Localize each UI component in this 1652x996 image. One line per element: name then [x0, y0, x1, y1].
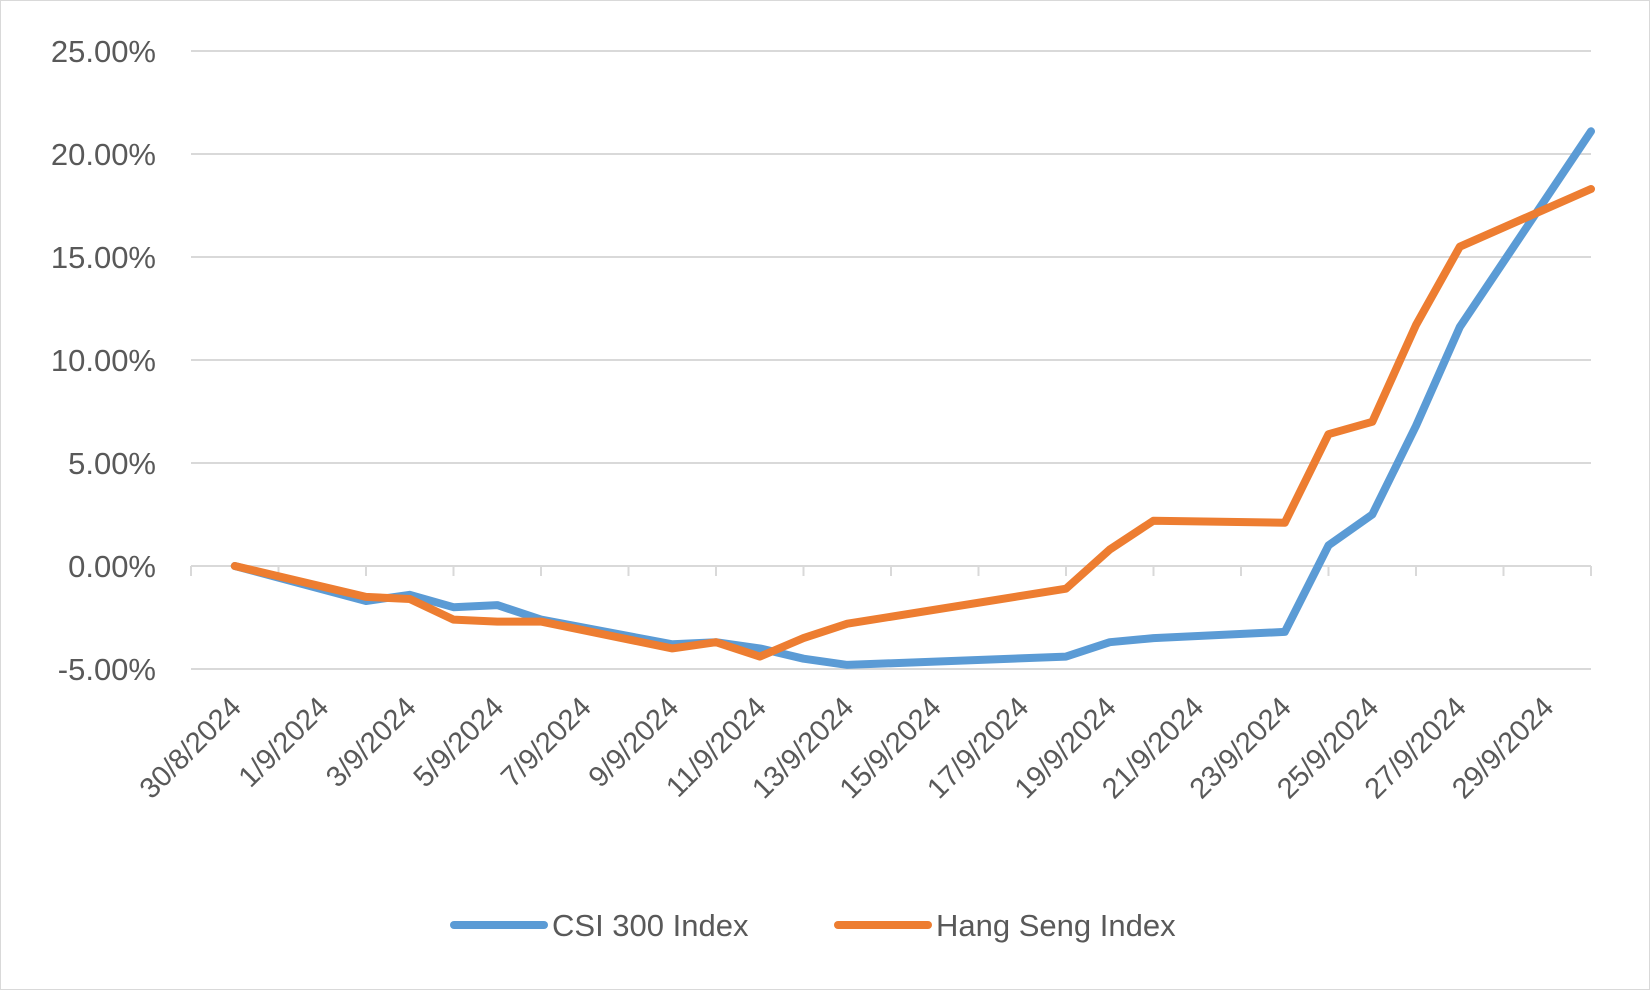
x-tick-label: 1/9/2024: [233, 691, 335, 793]
series-line-hang-seng: [230, 185, 1595, 661]
gridlines: [191, 50, 1591, 670]
x-axis: [190, 565, 1592, 576]
legend: CSI 300 Index Hang Seng Index: [450, 908, 1176, 943]
x-tick-label: 30/8/2024: [134, 691, 248, 805]
y-tick-label: 15.00%: [51, 240, 156, 275]
y-tick-label: 0.00%: [68, 549, 156, 584]
series-line-csi-300: [230, 127, 1595, 669]
legend-label-hang-seng: Hang Seng Index: [936, 908, 1176, 943]
y-tick-label: -5.00%: [58, 652, 156, 687]
x-tick-label: 5/9/2024: [408, 691, 510, 793]
series-lines: [230, 127, 1595, 669]
y-tick-label: 25.00%: [51, 34, 156, 69]
x-axis-tick-labels: 30/8/20241/9/20243/9/20245/9/20247/9/202…: [134, 691, 1560, 805]
legend-label-csi-300: CSI 300 Index: [552, 908, 749, 943]
y-tick-label: 10.00%: [51, 343, 156, 378]
y-tick-label: 5.00%: [68, 446, 156, 481]
x-tick-label: 7/9/2024: [495, 691, 597, 793]
y-axis-tick-labels: 25.00% 20.00% 15.00% 10.00% 5.00% 0.00% -5.00%: [51, 34, 156, 687]
x-tick-label: 3/9/2024: [320, 691, 422, 793]
y-tick-label: 20.00%: [51, 137, 156, 172]
